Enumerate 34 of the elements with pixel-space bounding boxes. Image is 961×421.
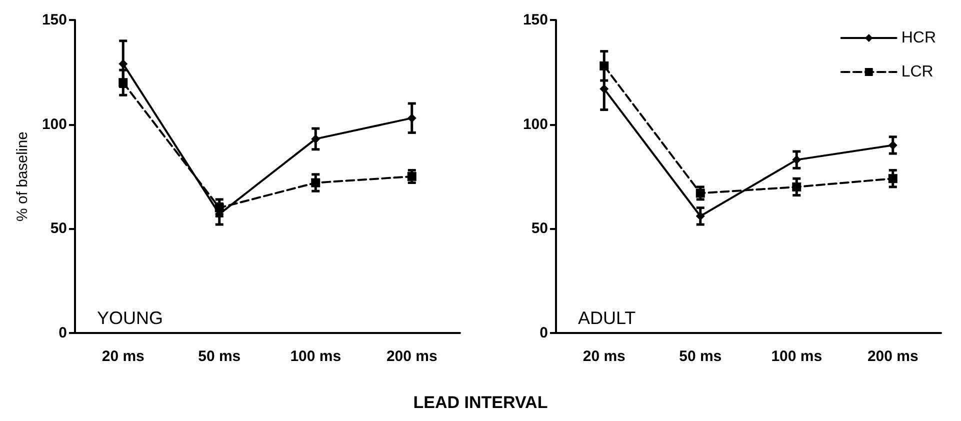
y-tick-label: 100 — [522, 116, 548, 133]
point — [888, 174, 898, 184]
point — [407, 172, 416, 181]
point — [407, 114, 416, 123]
text: YOUNG — [97, 308, 164, 328]
y-axis-title: % of baseline — [14, 131, 31, 222]
x-tick-label: 50 ms — [679, 348, 722, 365]
point — [696, 212, 705, 221]
legend-label: HCR — [901, 30, 936, 46]
x-axis-title: LEAD INTERVAL — [412, 393, 549, 413]
y-tick-label: 150 — [42, 12, 67, 28]
point — [118, 59, 128, 68]
x-tick-label: 100 ms — [771, 348, 822, 365]
point — [696, 188, 705, 198]
legend-label: LCR — [901, 64, 934, 80]
y-tick-label: 100 — [42, 116, 67, 133]
point — [888, 140, 898, 150]
point — [792, 182, 802, 192]
point — [792, 155, 802, 164]
point — [311, 178, 320, 188]
y-tick-label: 50 — [50, 220, 67, 238]
x-tick-label: 20 ms — [582, 348, 626, 365]
x-tick-label: 200 ms — [867, 348, 918, 365]
x-tick-label: 100 ms — [290, 348, 342, 365]
point — [600, 84, 609, 94]
x-tick-label: 200 ms — [386, 348, 438, 365]
point — [600, 61, 609, 70]
x-tick-label: 20 ms — [102, 348, 144, 365]
y-tick-label: 0 — [58, 324, 67, 342]
text: ADULT — [578, 308, 636, 328]
y-tick-label: 0 — [540, 324, 548, 342]
x-tick-label: 50 ms — [198, 348, 241, 365]
y-tick-label: 50 — [531, 220, 548, 238]
y-tick-label: 150 — [522, 12, 548, 28]
